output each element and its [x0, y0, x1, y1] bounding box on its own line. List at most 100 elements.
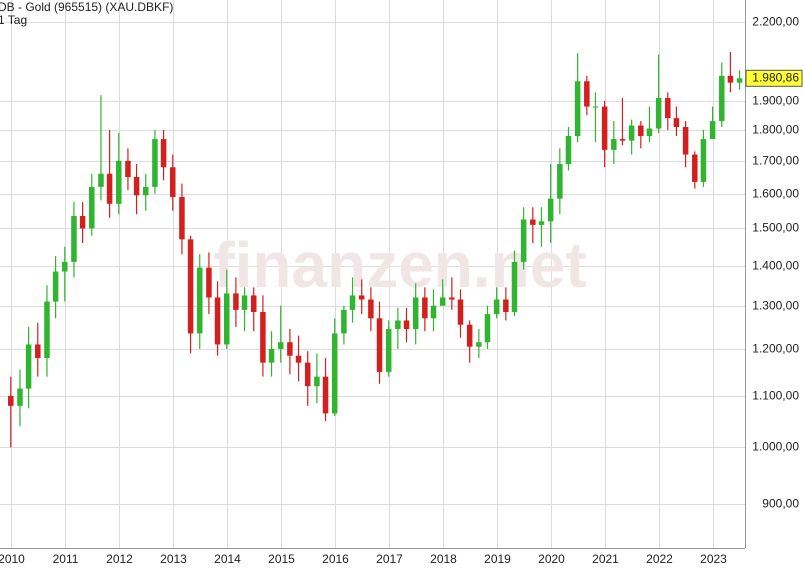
candle-body	[646, 128, 653, 137]
candle-body	[17, 388, 23, 406]
candles	[8, 51, 743, 448]
y-tick-label: 1.600,00	[752, 187, 799, 201]
candle-body	[71, 215, 77, 262]
candle-body	[368, 299, 374, 319]
candle-body	[385, 329, 392, 372]
y-tick-label: 1.200,00	[752, 342, 799, 356]
x-tick-label: 2019	[484, 552, 511, 566]
candle-body	[89, 186, 95, 229]
x-tick-label: 2012	[106, 552, 133, 566]
last-value-box	[745, 69, 803, 87]
candle-body	[44, 301, 50, 359]
candle-body	[376, 318, 383, 372]
candle-body	[395, 320, 401, 330]
candle-body	[601, 106, 608, 150]
candle-body	[538, 221, 545, 225]
candle-body	[187, 239, 194, 334]
candle-body	[700, 139, 707, 182]
candle-body	[484, 314, 491, 343]
y-tick-label: 1.000,00	[752, 440, 799, 454]
candle-body	[611, 139, 617, 150]
y-tick-label: 1.300,00	[752, 299, 799, 313]
grid	[0, 0, 745, 548]
x-tick-label: 2020	[538, 552, 565, 566]
x-tick-label: 2022	[646, 552, 673, 566]
x-tick-label: 2023	[700, 552, 727, 566]
candle-body	[260, 311, 266, 363]
candle-body	[584, 81, 590, 107]
y-tick-label: 1.400,00	[752, 259, 799, 273]
candle-body	[179, 196, 185, 240]
candle-body	[736, 78, 743, 83]
x-tick-label: 2018	[430, 552, 457, 566]
candle-body	[709, 121, 716, 140]
candle-body	[655, 97, 662, 129]
candle-body	[79, 215, 86, 229]
candle-body	[727, 75, 734, 83]
candle-body	[223, 293, 230, 345]
x-tick-label: 2013	[160, 552, 187, 566]
chart-title: DB - Gold (965515) (XAU.DBKF)	[0, 0, 173, 14]
candle-body	[133, 176, 140, 196]
candle-body	[214, 297, 221, 345]
candle-body	[314, 376, 320, 387]
candle-body	[449, 297, 455, 300]
candle-body	[412, 297, 419, 330]
candle-body	[439, 297, 446, 306]
chart-subtitle: 1 Tag	[0, 13, 27, 27]
candle-body	[250, 295, 257, 312]
y-tick-label: 1.800,00	[752, 123, 799, 137]
candle-body	[241, 295, 248, 310]
candle-body	[503, 299, 509, 312]
candle-body	[116, 160, 122, 204]
candle-body	[673, 118, 680, 128]
candle-body	[430, 305, 437, 319]
candle-body	[322, 376, 329, 414]
candle-body	[358, 295, 365, 300]
candle-body	[638, 125, 644, 137]
candle-body	[52, 271, 59, 302]
candle-body	[98, 173, 104, 187]
candle-body	[592, 106, 599, 108]
candle-body	[125, 160, 131, 177]
candle-body	[565, 136, 572, 165]
candle-body	[25, 344, 32, 389]
candle-body	[206, 267, 212, 298]
y-tick-label: 1.100,00	[752, 389, 799, 403]
candle-body	[520, 219, 527, 262]
candle-body	[277, 342, 284, 349]
watermark: finanzen.net	[213, 229, 586, 301]
candle-body	[403, 320, 410, 330]
candle-body	[295, 355, 302, 363]
y-tick-label: 2.200,00	[752, 15, 799, 29]
candle-body	[35, 344, 41, 359]
candle-body	[628, 125, 635, 141]
candle-body	[287, 342, 293, 356]
candle-body	[547, 198, 554, 222]
x-tick-label: 2017	[376, 552, 403, 566]
candle-body	[692, 154, 698, 182]
x-tick-label: 2014	[214, 552, 241, 566]
candle-body	[62, 261, 68, 272]
x-tick-label: 2016	[322, 552, 349, 566]
candle-body	[170, 167, 176, 197]
candle-body	[304, 362, 311, 387]
candle-body	[719, 75, 725, 122]
candle-body	[493, 299, 500, 315]
y-tick-label: 900,00	[762, 497, 799, 511]
candle-body	[160, 139, 167, 168]
candle-body	[422, 297, 428, 319]
candle-body	[349, 295, 356, 310]
axis-labels: 900,00 1.000,00 1.100,00 1.200,00 1.300,00 1.…	[0, 15, 803, 566]
candle-body	[106, 173, 113, 204]
candle-body	[619, 139, 626, 141]
candle-body	[557, 164, 563, 199]
candle-body	[152, 139, 158, 187]
x-tick-label: 2015	[268, 552, 295, 566]
candle-body	[143, 186, 149, 196]
candle-body	[665, 97, 671, 119]
x-tick-label: 2010	[0, 552, 25, 566]
y-tick-label: 1.900,00	[752, 94, 799, 108]
